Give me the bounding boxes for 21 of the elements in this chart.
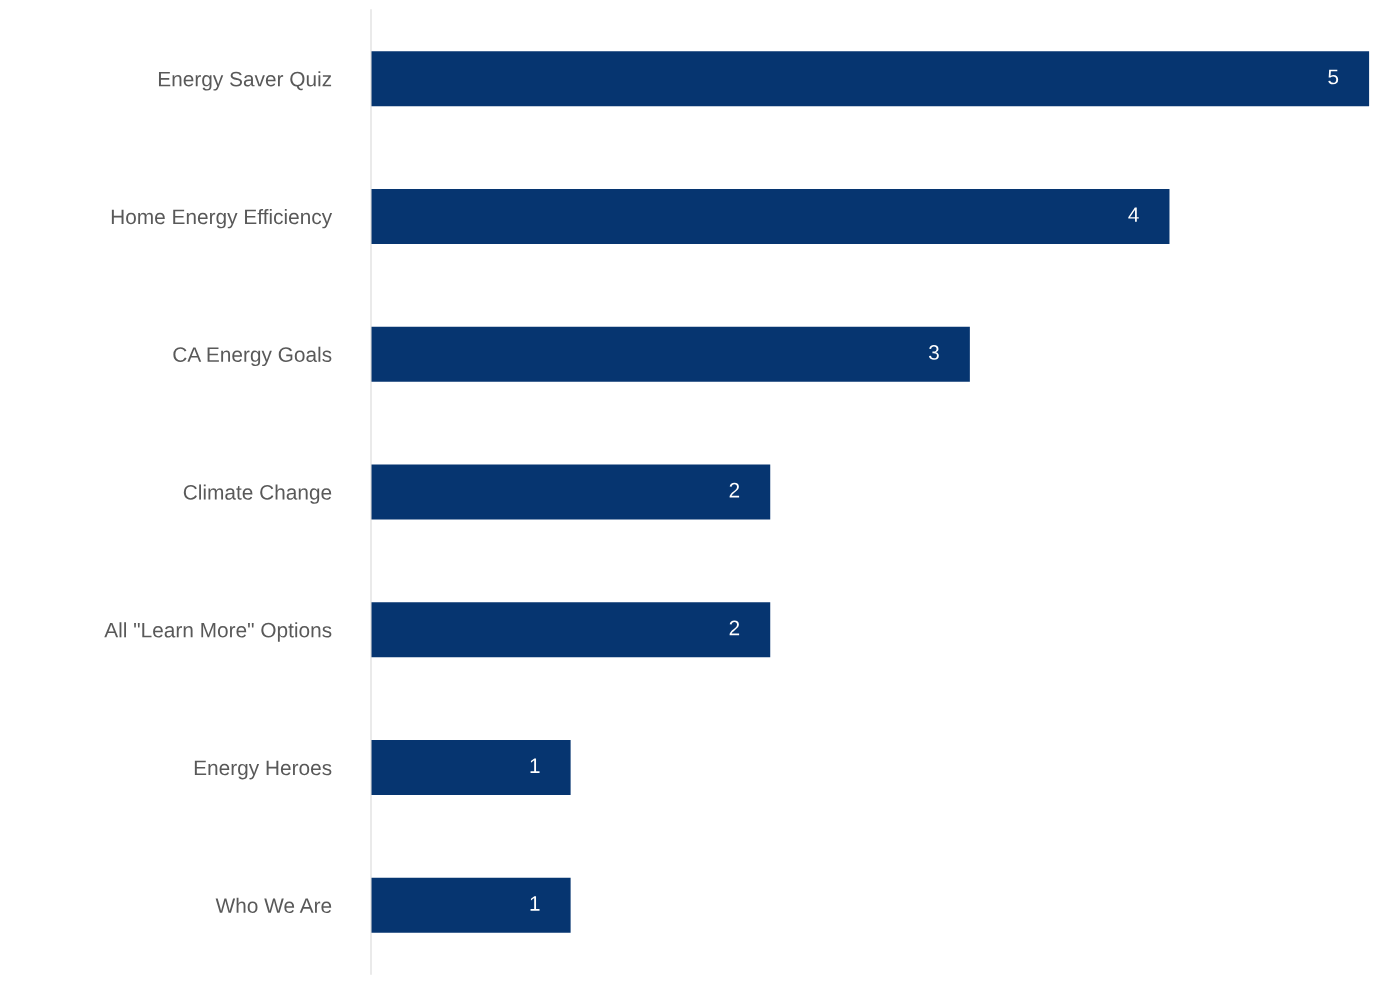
y-tick-label: Energy Heroes (194, 760, 332, 780)
y-tick-label: Home Energy Efficiency (111, 208, 333, 229)
y-tick-label: Energy Saver Quiz (158, 71, 332, 91)
bar (371, 739, 571, 796)
bar (371, 464, 771, 520)
data-label: 5 (1328, 69, 1339, 85)
data-label: 1 (530, 896, 540, 911)
bar (371, 877, 571, 933)
bar (371, 188, 1170, 245)
bar (371, 51, 1370, 107)
data-label: 4 (1128, 207, 1139, 222)
bar (371, 602, 771, 658)
data-label: 3 (928, 345, 939, 360)
data-label: 2 (729, 482, 740, 498)
y-tick-label: All "Learn More" Options (104, 622, 332, 642)
bar (371, 326, 970, 382)
y-tick-label: CA Energy Goals (173, 346, 332, 367)
data-label: 1 (530, 758, 540, 773)
data-label: 2 (729, 620, 740, 636)
y-tick-label: Climate Change (183, 484, 332, 504)
y-tick-label: Who We Are (215, 897, 332, 914)
